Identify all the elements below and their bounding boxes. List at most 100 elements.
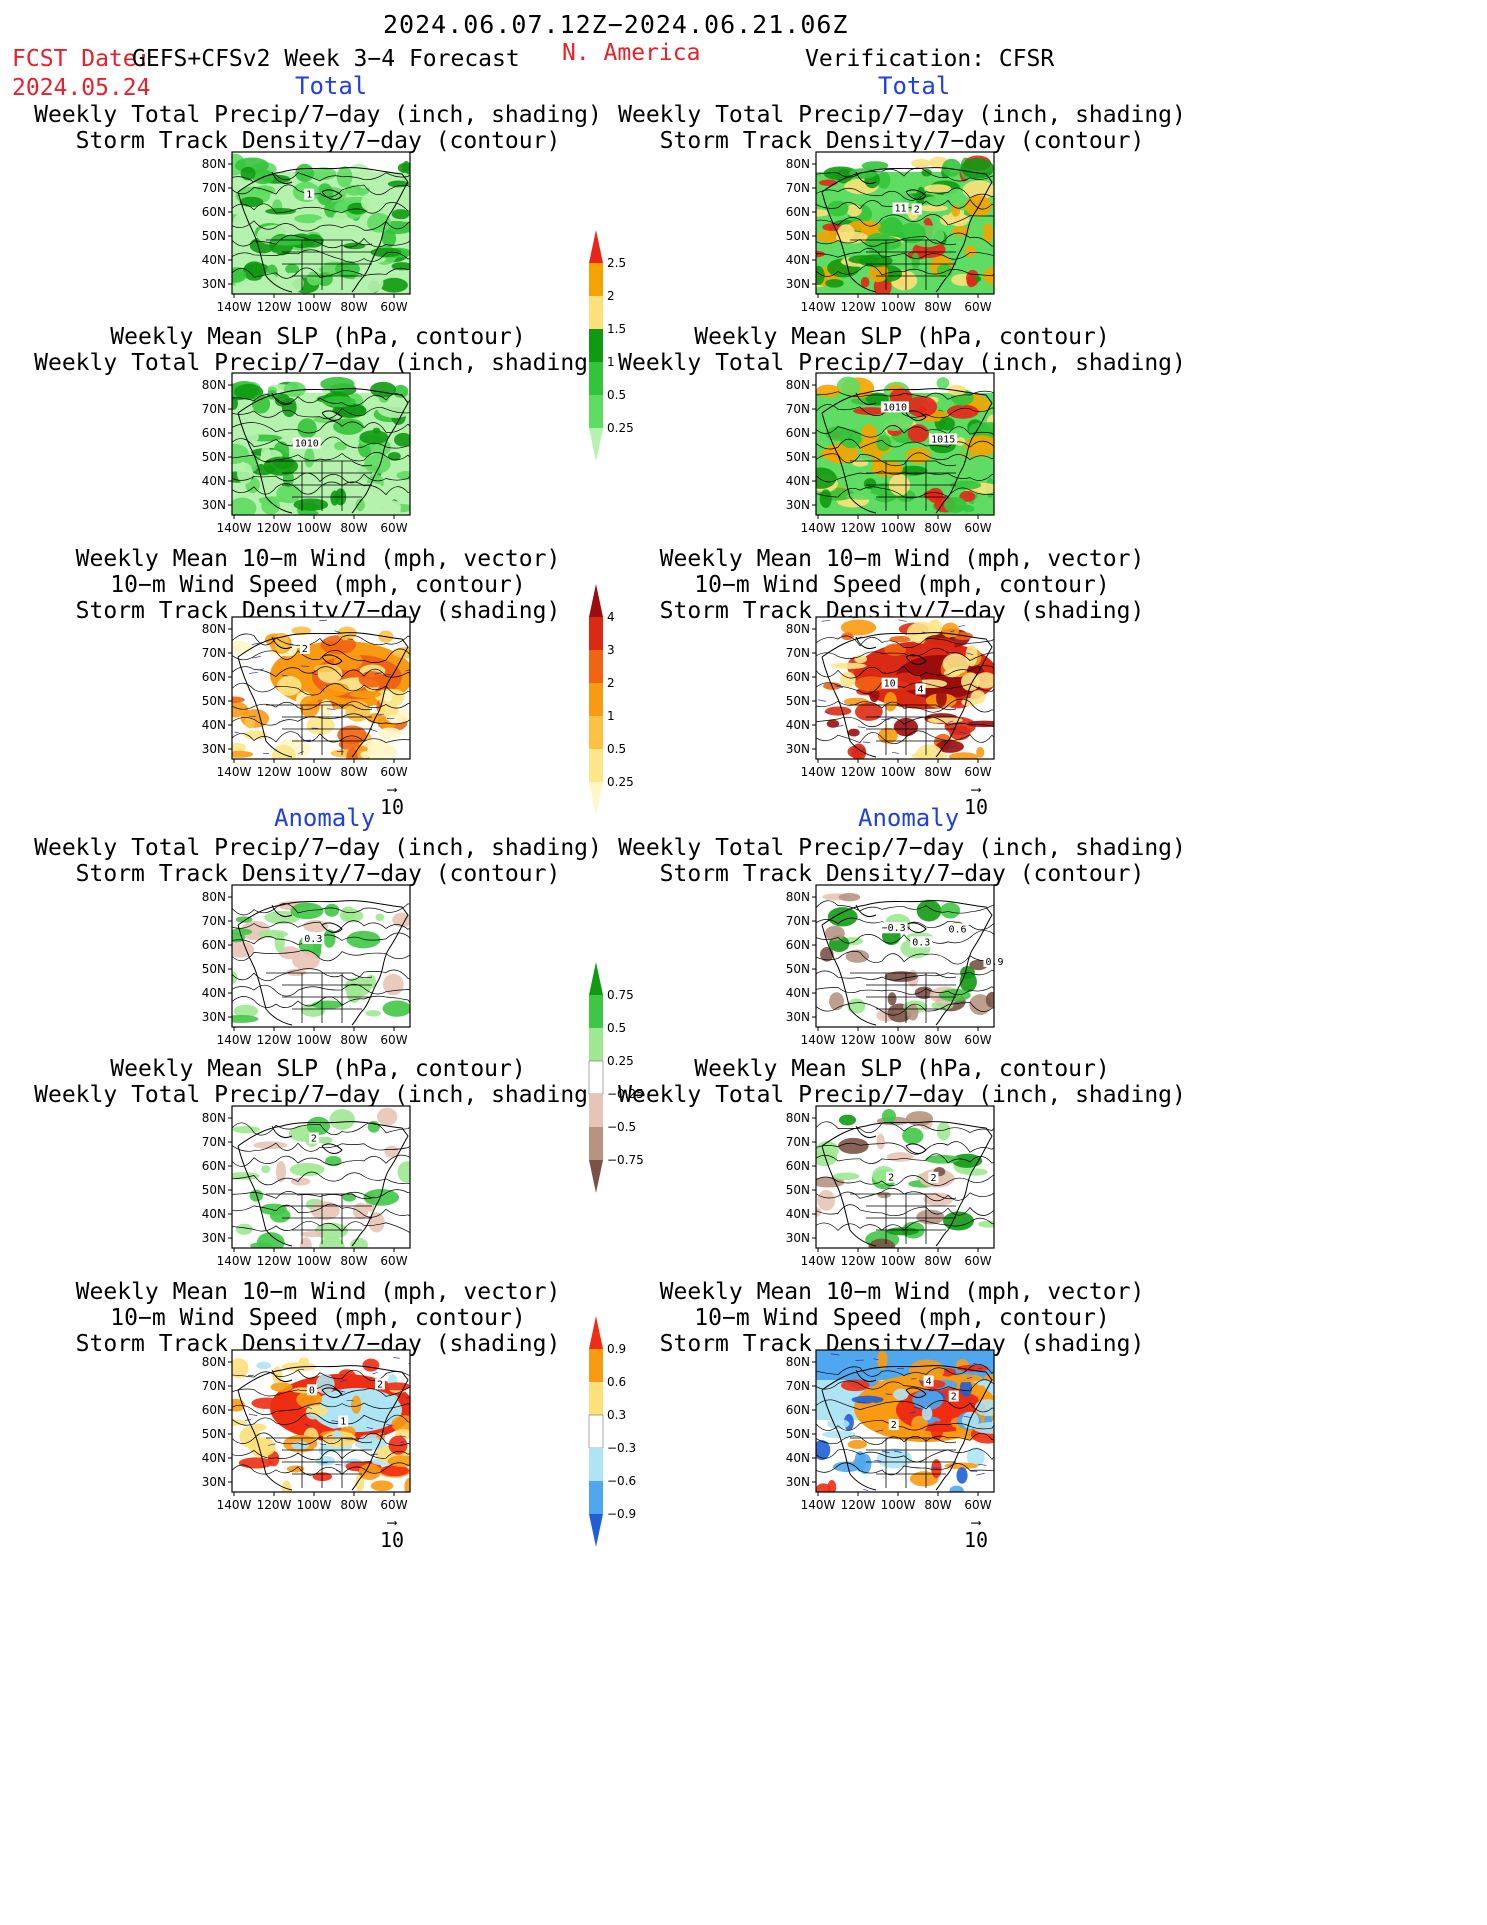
- shading-blob: [959, 490, 976, 502]
- wind-vector: [310, 672, 318, 676]
- map-r2-right: 1010 1015 80N 70N 60N 50N 40N 30N 140W 120W 100W 80…: [774, 372, 998, 537]
- map-r1-right: 11 2 80N 70N 60N 50N 40N 30N 140W 120W 100W 80W 60W: [774, 151, 998, 316]
- shading-blob: [382, 1000, 410, 1017]
- wind-vector: [335, 1464, 342, 1466]
- shading-blob: [333, 211, 348, 224]
- shading-blob: [916, 899, 942, 922]
- contour-label: 2: [377, 1379, 383, 1390]
- wind-vector: [326, 708, 336, 711]
- shading-blob: [308, 394, 318, 414]
- wind-vector: [399, 1441, 405, 1443]
- contour-line: [232, 968, 410, 982]
- colorbar-label: 0.75: [607, 988, 634, 1002]
- shading-blob: [297, 418, 317, 439]
- shading-blob: [909, 1471, 939, 1487]
- contour-label: −0.3: [882, 923, 906, 934]
- wind-vector: [891, 751, 900, 754]
- panel-title-r2-left: Weekly Mean SLP (hPa, contour) Weekly Tot…: [34, 324, 602, 376]
- colorbar-segment: [589, 716, 603, 749]
- section-anomaly-right: Anomaly: [858, 804, 960, 832]
- shading-blob: [316, 183, 334, 206]
- wind-vector: [817, 699, 827, 702]
- contour-label: 2: [914, 205, 920, 216]
- contour-line: [816, 1141, 994, 1155]
- lat-tick-label: 80N: [202, 890, 226, 904]
- wind-vector: [377, 713, 385, 716]
- wind-vector: [370, 729, 378, 732]
- contour-line: [232, 1384, 410, 1397]
- shading-blob: [264, 910, 300, 925]
- contour-label-bg: [879, 922, 908, 934]
- shading-blob: [827, 200, 849, 217]
- contour-line: [232, 648, 410, 663]
- shading-blob: [921, 168, 932, 177]
- shading-blob: [947, 384, 967, 396]
- contour-line: [232, 1189, 410, 1199]
- lon-tick-label: 60W: [964, 300, 991, 314]
- shading-blob: [905, 1111, 933, 1126]
- wind-vector: [857, 1401, 867, 1403]
- contour-line: [232, 220, 410, 232]
- map-frame: [231, 1349, 411, 1493]
- shading-blob: [943, 496, 967, 513]
- wind-vector: [335, 1470, 341, 1473]
- lon-tick-label: 120W: [841, 300, 876, 314]
- lat-tick-label: 30N: [786, 742, 810, 756]
- shading-blob: [350, 1237, 368, 1248]
- shading-blob: [959, 1378, 973, 1397]
- lon-tick-label: 80W: [924, 765, 951, 779]
- shading-blob: [962, 180, 994, 200]
- contour-line: [232, 184, 410, 198]
- contour-line: [816, 1217, 994, 1231]
- coastline: [237, 388, 409, 514]
- colorbar-label: 1: [607, 709, 615, 723]
- lat-tick-label: 30N: [786, 1231, 810, 1245]
- state-borders: [266, 1193, 373, 1244]
- shading-blob: [240, 166, 256, 181]
- contour-line: [232, 1449, 410, 1461]
- contour-line: [816, 1363, 994, 1377]
- shading-blob: [237, 462, 253, 485]
- wind-vector: [334, 630, 341, 633]
- shading-blob: [337, 725, 367, 745]
- contour-label-bg: [880, 401, 909, 413]
- lon-tick-label: 60W: [964, 1498, 991, 1512]
- shading-blob: [313, 664, 340, 672]
- wind-vector: [972, 1362, 982, 1366]
- shading-blob: [318, 1236, 345, 1248]
- lat-tick-label: 60N: [786, 938, 810, 952]
- shading-blob: [232, 1358, 249, 1379]
- contour-line: [232, 1412, 410, 1426]
- lat-tick-label: 40N: [202, 718, 226, 732]
- lon-tick-label: 80W: [340, 1254, 367, 1268]
- shading-blob: [232, 750, 254, 758]
- shading-blob: [868, 1238, 896, 1248]
- contour-line: [816, 187, 994, 201]
- wind-vector: [835, 725, 844, 728]
- contour-label: 0: [309, 1385, 315, 1396]
- shading-blob: [819, 489, 832, 509]
- shading-blob: [816, 209, 830, 217]
- shading-blob: [824, 925, 845, 941]
- shading-blob: [829, 992, 845, 1011]
- colorbar-cap-bottom: [589, 1160, 603, 1193]
- shading-blob: [847, 745, 866, 758]
- shading-blob: [252, 394, 271, 414]
- lon-tick-label: 60W: [380, 765, 407, 779]
- shading-blob: [355, 1389, 365, 1398]
- shading-blob: [359, 430, 389, 445]
- lat-tick-label: 50N: [202, 1183, 226, 1197]
- state-borders: [850, 1437, 957, 1488]
- shading-blob: [877, 171, 891, 189]
- shading-blob: [299, 1237, 312, 1248]
- shading-blob: [239, 196, 264, 208]
- lat-tick-label: 70N: [786, 402, 810, 416]
- shading-blob: [865, 1402, 881, 1422]
- map-frame: [815, 1105, 995, 1249]
- contour-label-bg: [892, 202, 909, 214]
- shading-blob: [838, 1137, 869, 1154]
- contour-label-bg: [292, 437, 321, 449]
- colorbar-segment: [588, 1060, 604, 1095]
- colorbar-precip-total: 2.5 2 1.5 1 0.5 0.25: [582, 218, 652, 477]
- state-borders: [850, 460, 957, 511]
